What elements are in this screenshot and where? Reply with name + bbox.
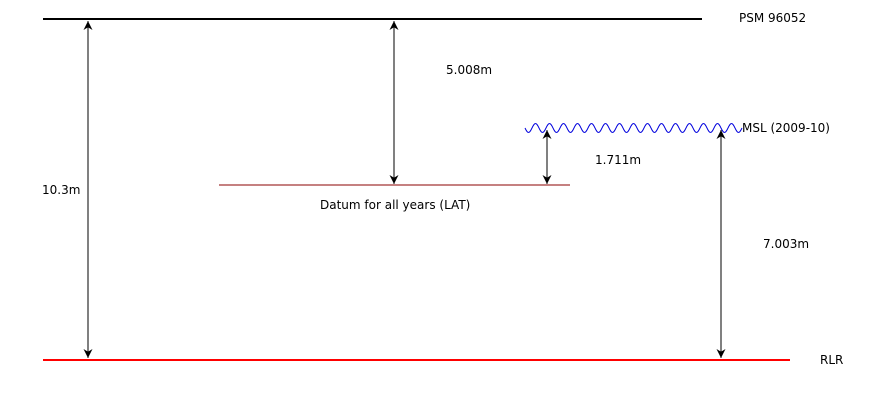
psm-to-rlr-value: 10.3m <box>42 183 80 197</box>
msl-to-rlr-value: 7.003m <box>763 237 809 251</box>
msl-to-datum-value: 1.711m <box>595 153 641 167</box>
psm-label: PSM 96052 <box>739 11 806 25</box>
rlr-label: RLR <box>820 353 843 367</box>
msl-label: MSL (2009-10) <box>742 121 830 135</box>
datum-label: Datum for all years (LAT) <box>320 198 470 212</box>
psm-to-datum-value: 5.008m <box>446 63 492 77</box>
msl-wave-line <box>524 123 743 133</box>
